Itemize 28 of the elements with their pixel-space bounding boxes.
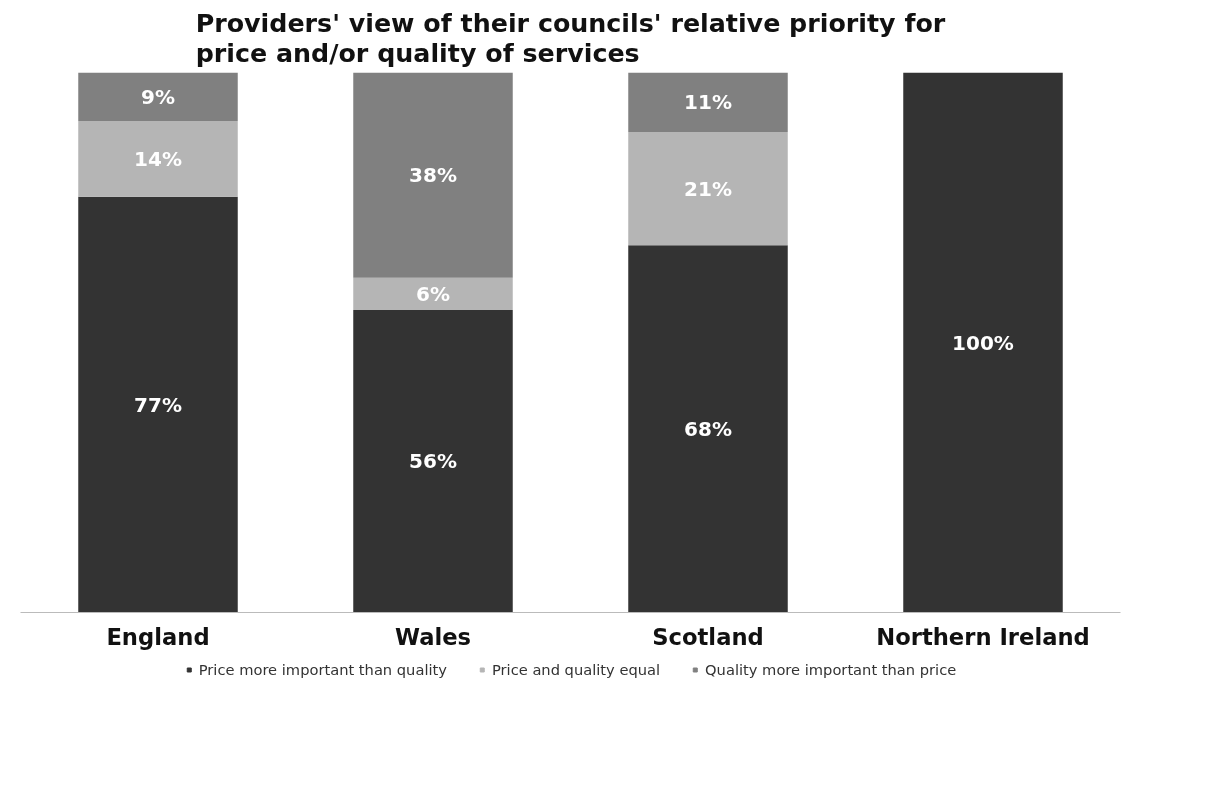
legend-label: Price more important than quality — [198, 660, 447, 678]
data-label: 77% — [134, 392, 182, 417]
data-label: 11% — [684, 90, 732, 115]
bar — [628, 245, 788, 613]
bar — [903, 72, 1063, 613]
data-label: 56% — [409, 449, 457, 474]
bar — [628, 131, 788, 246]
legend-label: Quality more important than price — [705, 660, 957, 678]
data-label: 9% — [141, 84, 175, 109]
data-label: 6% — [416, 281, 450, 306]
data-label: 100% — [952, 330, 1014, 355]
bar — [353, 310, 513, 613]
bar — [353, 277, 513, 311]
bar — [628, 72, 788, 132]
bar — [78, 121, 238, 197]
x-tick-label: Wales — [394, 623, 472, 650]
data-label: 68% — [684, 416, 732, 441]
bar — [353, 72, 513, 278]
data-label: 21% — [684, 176, 732, 201]
bar — [78, 196, 238, 613]
legend-label: Price and quality equal — [491, 660, 661, 678]
x-tick-label: Northern Ireland — [876, 623, 1090, 650]
data-label: 14% — [134, 146, 182, 171]
chart-title: Providers' view of their councils' relative priority for price and/or quality of services — [195, 7, 946, 68]
x-tick-label: England — [106, 623, 210, 650]
x-tick-label: Scotland — [652, 623, 764, 650]
data-label: 38% — [409, 163, 457, 188]
bar — [78, 72, 238, 122]
